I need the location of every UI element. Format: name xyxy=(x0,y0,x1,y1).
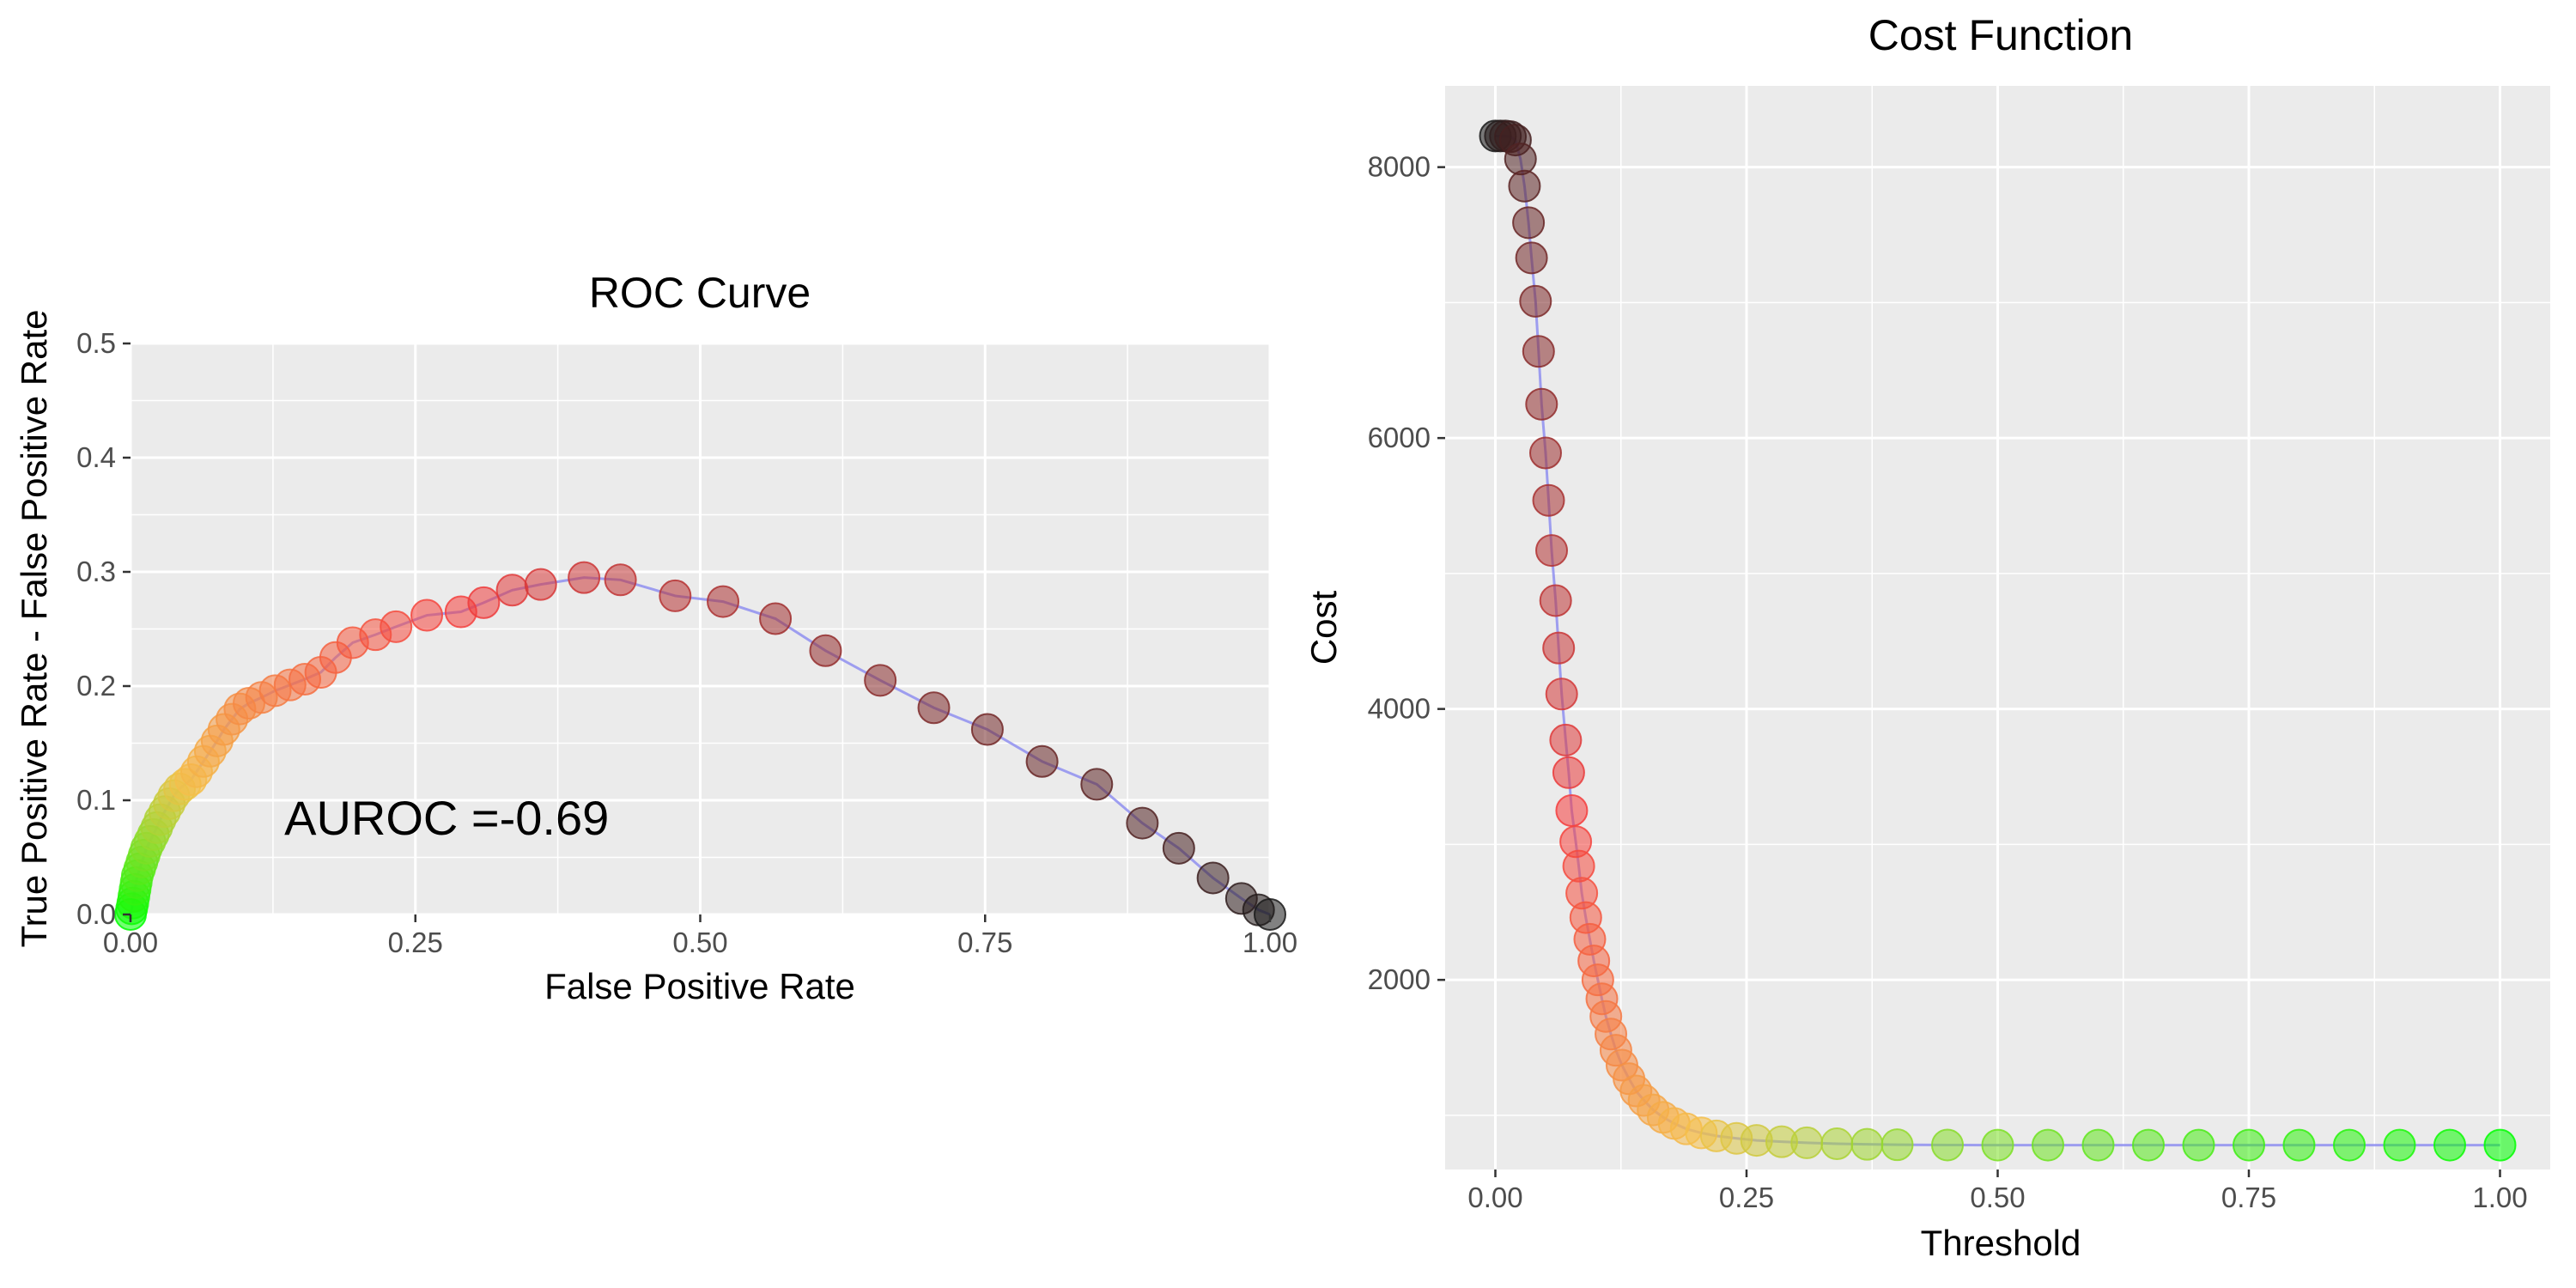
roc-point xyxy=(970,713,1004,746)
cost-point xyxy=(1529,436,1562,470)
cost-point xyxy=(1504,143,1537,176)
roc-point xyxy=(1080,768,1114,801)
cost-point xyxy=(1552,756,1585,789)
cost-point xyxy=(1539,584,1572,617)
cost-x-tick-label: 0.75 xyxy=(2221,1182,2276,1213)
cost-y-tick-label: 8000 xyxy=(1368,151,1431,183)
roc-point xyxy=(864,664,897,697)
roc-point xyxy=(467,586,501,619)
cost-point xyxy=(1820,1127,1854,1161)
cost-point xyxy=(2132,1128,2165,1162)
cost-point xyxy=(2032,1128,2064,1162)
roc-y-tick-label: 0.4 xyxy=(76,441,116,473)
cost-y-tick-label: 2000 xyxy=(1368,963,1431,995)
cost-panel: Cost Function 0.00 0.25 0.50 0.75 1.00 2000 4… xyxy=(1303,11,2550,1263)
cost-point xyxy=(2383,1128,2416,1162)
roc-point xyxy=(495,574,529,607)
cost-point xyxy=(2333,1128,2366,1162)
cost-points xyxy=(1479,119,2517,1162)
cost-x-tick-label: 1.00 xyxy=(2472,1182,2527,1213)
roc-x-axis-label: False Positive Rate xyxy=(544,966,855,1006)
roc-title: ROC Curve xyxy=(589,269,811,317)
cost-point xyxy=(1508,169,1541,203)
cost-point xyxy=(1555,793,1589,827)
cost-point xyxy=(1515,241,1548,275)
cost-x-ticks: 0.00 0.25 0.50 0.75 1.00 xyxy=(1467,1170,2528,1213)
roc-point xyxy=(809,634,842,667)
cost-x-tick-label: 0.50 xyxy=(1970,1182,2025,1213)
cost-point xyxy=(1981,1128,2014,1162)
cost-point xyxy=(1850,1127,1884,1161)
roc-panel: ROC Curve AUROC =-0.69 0.00 0.25 0.50 0.75 1… xyxy=(14,269,1297,1006)
cost-x-tick-label: 0.25 xyxy=(1719,1182,1774,1213)
roc-y-axis-label: True Positive Rate - False Positive Rate xyxy=(14,309,54,947)
roc-x-tick-label: 1.00 xyxy=(1242,927,1297,958)
cost-point xyxy=(2233,1128,2265,1162)
cost-y-ticks: 2000 4000 6000 8000 xyxy=(1368,151,1445,995)
cost-point xyxy=(1931,1128,1964,1162)
cost-point xyxy=(2081,1128,2115,1162)
cost-y-axis-label: Cost xyxy=(1303,590,1344,665)
cost-point xyxy=(1535,534,1569,568)
cost-point xyxy=(1512,206,1546,240)
cost-point xyxy=(1562,849,1595,883)
roc-auroc-annotation: AUROC =-0.69 xyxy=(284,791,609,845)
roc-point xyxy=(1025,744,1059,778)
roc-point xyxy=(759,602,793,635)
cost-point xyxy=(1522,335,1555,368)
cost-point xyxy=(1532,483,1565,517)
cost-point xyxy=(2182,1128,2215,1162)
roc-x-tick-label: 0.50 xyxy=(672,927,727,958)
roc-point xyxy=(659,579,692,612)
cost-x-tick-label: 0.00 xyxy=(1467,1182,1522,1213)
roc-x-tick-label: 0.75 xyxy=(957,927,1012,958)
cost-title: Cost Function xyxy=(1868,11,2133,59)
cost-point xyxy=(1519,284,1552,318)
roc-point xyxy=(1162,831,1195,865)
cost-point xyxy=(1525,387,1558,421)
roc-point xyxy=(604,563,637,597)
cost-point xyxy=(2433,1128,2466,1162)
cost-point xyxy=(1790,1126,1824,1159)
roc-point xyxy=(568,561,601,594)
cost-y-tick-label: 4000 xyxy=(1368,693,1431,725)
roc-y-tick-label: 0.0 xyxy=(76,898,116,930)
roc-y-tick-label: 0.3 xyxy=(76,556,116,587)
roc-point xyxy=(917,691,951,725)
cost-point xyxy=(1880,1128,1914,1162)
cost-x-axis-label: Threshold xyxy=(1921,1223,2081,1263)
roc-point xyxy=(707,585,740,618)
cost-y-tick-label: 6000 xyxy=(1368,422,1431,453)
roc-y-tick-label: 0.1 xyxy=(76,784,116,816)
roc-x-tick-label: 0.00 xyxy=(103,927,158,958)
roc-x-tick-label: 0.25 xyxy=(388,927,443,958)
roc-point xyxy=(524,568,557,601)
roc-y-ticks: 0.0 0.1 0.2 0.3 0.4 0.5 xyxy=(76,327,131,930)
cost-point xyxy=(2282,1128,2316,1162)
cost-point xyxy=(1549,723,1583,756)
roc-points xyxy=(114,561,1286,931)
cost-point xyxy=(1545,677,1578,711)
roc-y-tick-label: 0.2 xyxy=(76,670,116,702)
roc-point xyxy=(1196,861,1230,895)
roc-point xyxy=(380,610,413,643)
roc-point xyxy=(410,598,444,632)
cost-point xyxy=(1542,631,1576,665)
cost-point xyxy=(2483,1128,2517,1162)
roc-y-tick-label: 0.5 xyxy=(76,327,116,359)
roc-point xyxy=(1126,806,1159,840)
roc-x-ticks: 0.00 0.25 0.50 0.75 1.00 xyxy=(103,914,1297,958)
cost-gridlines xyxy=(1445,86,2550,1170)
